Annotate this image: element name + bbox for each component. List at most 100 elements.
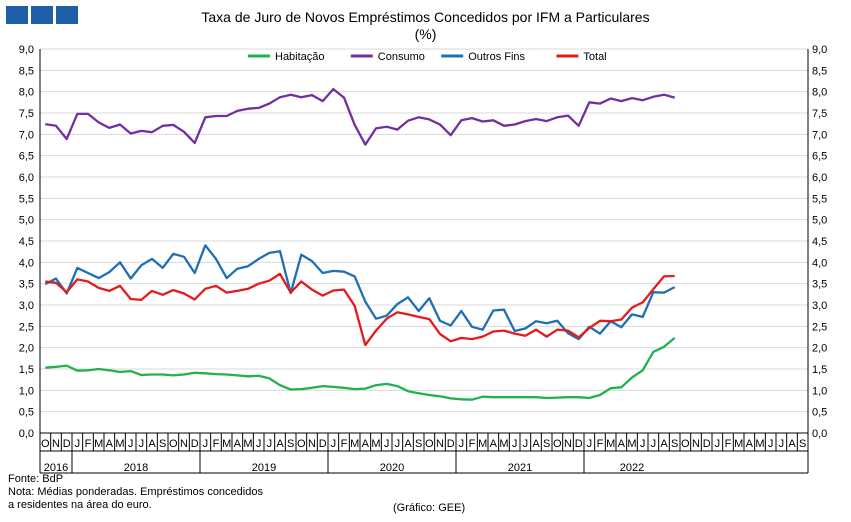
month-label: N [180, 438, 188, 450]
month-label: A [106, 438, 114, 450]
y-tick-label-right: 1,0 [812, 385, 827, 397]
gee-logo [6, 6, 78, 24]
legend-item: Consumo [350, 51, 425, 63]
month-label: J [267, 438, 273, 450]
y-tick-label-right: 5,0 [812, 215, 827, 227]
y-tick-label-right: 1,5 [812, 364, 827, 376]
source-note: Fonte: BdP [8, 473, 64, 485]
y-tick-label-right: 4,5 [812, 236, 827, 248]
month-label: F [469, 438, 476, 450]
y-tick-label-left: 8,5 [19, 65, 34, 77]
y-tick-label-left: 6,0 [19, 172, 34, 184]
chart-subtitle: (%) [414, 26, 437, 42]
month-label: O [169, 438, 178, 450]
month-label: J [384, 438, 390, 450]
month-label: O [553, 438, 562, 450]
month-label: M [243, 438, 252, 450]
month-label: D [447, 438, 455, 450]
month-label: M [371, 438, 380, 450]
month-label: O [681, 438, 690, 450]
legend-item: Outros Fins [441, 51, 526, 63]
logo-block [6, 6, 28, 24]
month-label: J [331, 438, 337, 450]
month-label: A [746, 438, 754, 450]
y-tick-label-right: 7,0 [812, 129, 827, 141]
y-tick-label-left: 8,0 [19, 87, 34, 99]
month-label: N [692, 438, 700, 450]
logo-block [56, 6, 78, 24]
month-label: J [395, 438, 401, 450]
month-label: M [755, 438, 764, 450]
month-label: S [671, 438, 678, 450]
month-label: N [308, 438, 316, 450]
y-tick-label-left: 3,0 [19, 300, 34, 312]
month-label: A [490, 438, 498, 450]
month-label: F [85, 438, 92, 450]
month-label: J [779, 438, 785, 450]
legend-label: Outros Fins [468, 51, 525, 63]
month-label: M [350, 438, 359, 450]
y-tick-label-left: 1,0 [19, 385, 34, 397]
legend-item: Habitação [248, 51, 325, 63]
month-label: F [341, 438, 348, 450]
month-label: J [651, 438, 657, 450]
month-label: D [63, 438, 71, 450]
y-tick-label-left: 1,5 [19, 364, 34, 376]
month-label: M [499, 438, 508, 450]
y-tick-label-left: 4,0 [19, 257, 34, 269]
month-label: A [276, 438, 284, 450]
footnote-line-1: Nota: Médias ponderadas. Empréstimos con… [8, 486, 263, 498]
month-label: F [213, 438, 220, 450]
year-label: 2022 [620, 462, 644, 474]
y-tick-label-right: 6,5 [812, 151, 827, 163]
month-label: N [52, 438, 60, 450]
month-label: M [222, 438, 231, 450]
year-label: 2021 [508, 462, 532, 474]
y-tick-label-left: 2,0 [19, 343, 34, 355]
month-label: M [94, 438, 103, 450]
month-label: D [319, 438, 327, 450]
month-label: A [234, 438, 242, 450]
month-label: A [788, 438, 796, 450]
month-label: S [415, 438, 422, 450]
y-tick-label-left: 7,5 [19, 108, 34, 120]
month-label: A [404, 438, 412, 450]
y-tick-label-right: 2,0 [812, 343, 827, 355]
y-tick-label-left: 7,0 [19, 129, 34, 141]
year-label: 2016 [44, 462, 68, 474]
month-label: O [425, 438, 434, 450]
y-tick-label-left: 4,5 [19, 236, 34, 248]
y-tick-label-right: 4,0 [812, 257, 827, 269]
month-label: O [41, 438, 50, 450]
month-label: S [543, 438, 550, 450]
month-label: D [575, 438, 583, 450]
legend-label: Consumo [378, 51, 425, 63]
month-label: J [640, 438, 646, 450]
month-label: J [128, 438, 134, 450]
y-tick-label-right: 0,0 [812, 428, 827, 440]
year-label: 2018 [124, 462, 148, 474]
year-label: 2020 [380, 462, 404, 474]
series-line-outros-fins [44, 244, 676, 341]
month-label: S [159, 438, 166, 450]
month-label: N [436, 438, 444, 450]
month-label: J [459, 438, 465, 450]
legend-label: Total [583, 51, 606, 63]
y-tick-label-right: 5,5 [812, 193, 827, 205]
y-tick-label-right: 3,5 [812, 279, 827, 291]
month-label: J [587, 438, 593, 450]
month-label: J [256, 438, 262, 450]
month-label: A [148, 438, 156, 450]
month-label: F [597, 438, 604, 450]
month-label: J [139, 438, 145, 450]
chart-notes: Fonte: BdP Nota: Médias ponderadas. Empr… [8, 473, 263, 512]
logo-block [31, 6, 53, 24]
month-label: M [478, 438, 487, 450]
y-tick-label-left: 3,5 [19, 279, 34, 291]
month-label: J [523, 438, 529, 450]
footnote-line-2: a residentes na área do euro. [8, 499, 152, 511]
y-tick-label-right: 6,0 [812, 172, 827, 184]
month-label: J [75, 438, 81, 450]
legend-item: Total [556, 51, 607, 63]
